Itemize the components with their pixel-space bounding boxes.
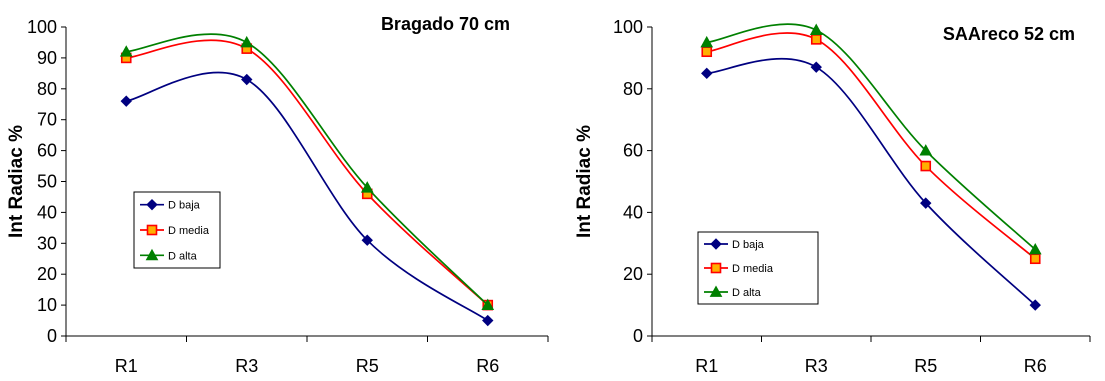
x-tick-label: R6 <box>1024 356 1047 376</box>
data-point <box>919 144 933 156</box>
series-line-d-alta <box>126 33 489 306</box>
x-tick-label: R1 <box>695 356 718 376</box>
chart-saareco: 0 20 40 60 80 100 R1 R3 R5 R6 Int Radiac % SAAreco … <box>574 17 1091 376</box>
legend-label: D media <box>732 263 774 275</box>
x-tick-label: R6 <box>476 356 499 376</box>
series-line-d-alta <box>706 23 1036 251</box>
data-point <box>360 181 374 193</box>
legend-marker <box>710 238 722 250</box>
legend-marker <box>709 285 723 297</box>
series-line-d-media <box>706 32 1036 260</box>
y-tick-label: 80 <box>623 79 643 99</box>
legend-label: D media <box>168 225 210 237</box>
data-point <box>1029 299 1041 311</box>
data-point <box>241 73 253 86</box>
y-tick-label: 60 <box>37 141 57 161</box>
y-tick-label: 20 <box>623 264 643 284</box>
data-point <box>701 67 713 80</box>
legend-marker <box>710 262 722 274</box>
x-tick-label: R5 <box>356 356 379 376</box>
y-tick-label: 30 <box>37 233 57 253</box>
x-tick-label: R3 <box>805 356 828 376</box>
series-line-d-media <box>126 39 489 306</box>
data-point <box>809 23 823 35</box>
data-point <box>482 314 494 327</box>
y-tick-label: 50 <box>37 172 57 192</box>
legend-label: D baja <box>732 239 765 251</box>
data-point <box>120 95 132 107</box>
y-tick-label: 10 <box>37 295 57 315</box>
legend-label: D baja <box>168 200 201 212</box>
y-tick-label: 40 <box>623 202 643 222</box>
x-tick-label: R1 <box>115 356 138 376</box>
x-tick-label: R5 <box>914 356 937 376</box>
data-point <box>920 197 932 209</box>
y-tick-label: 70 <box>37 110 57 130</box>
legend-marker <box>145 248 159 261</box>
y-axis-title: Int Radiac % <box>6 125 27 238</box>
data-point <box>920 160 932 172</box>
series-line-d-baja <box>706 58 1036 306</box>
y-tick-label: 20 <box>37 264 57 284</box>
y-axis-title: Int Radiac % <box>574 125 595 238</box>
y-tick-label: 0 <box>633 326 643 346</box>
y-tick-label: 100 <box>27 17 57 37</box>
data-point <box>701 46 713 58</box>
data-point <box>1028 242 1042 255</box>
data-point <box>361 234 373 246</box>
legend-label: D alta <box>732 287 762 299</box>
chart-bragado: 0 10 20 30 40 50 60 70 80 90 100 R1 R3 R5 R6 Int Radiac… <box>6 14 549 376</box>
y-tick-label: 90 <box>37 48 57 68</box>
chart-title: Bragado 70 cm <box>381 14 510 34</box>
data-point <box>240 35 254 48</box>
y-tick-label: 80 <box>37 79 57 99</box>
legend-marker <box>146 224 158 236</box>
x-tick-label: R3 <box>235 356 258 376</box>
legend-label: D alta <box>168 250 198 262</box>
legend-marker <box>146 198 158 211</box>
data-point <box>810 34 822 45</box>
data-point <box>700 35 714 48</box>
data-point <box>119 45 133 57</box>
data-point <box>481 298 495 310</box>
y-tick-label: 40 <box>37 202 57 222</box>
y-tick-label: 0 <box>47 326 57 346</box>
series-line-d-baja <box>126 71 489 322</box>
chart-title: SAAreco 52 cm <box>943 24 1075 44</box>
y-tick-label: 60 <box>623 141 643 161</box>
data-point <box>1029 253 1041 265</box>
data-point <box>810 61 822 73</box>
y-tick-label: 100 <box>613 17 643 37</box>
